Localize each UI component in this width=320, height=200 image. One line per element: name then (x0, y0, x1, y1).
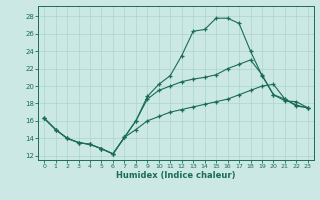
X-axis label: Humidex (Indice chaleur): Humidex (Indice chaleur) (116, 171, 236, 180)
